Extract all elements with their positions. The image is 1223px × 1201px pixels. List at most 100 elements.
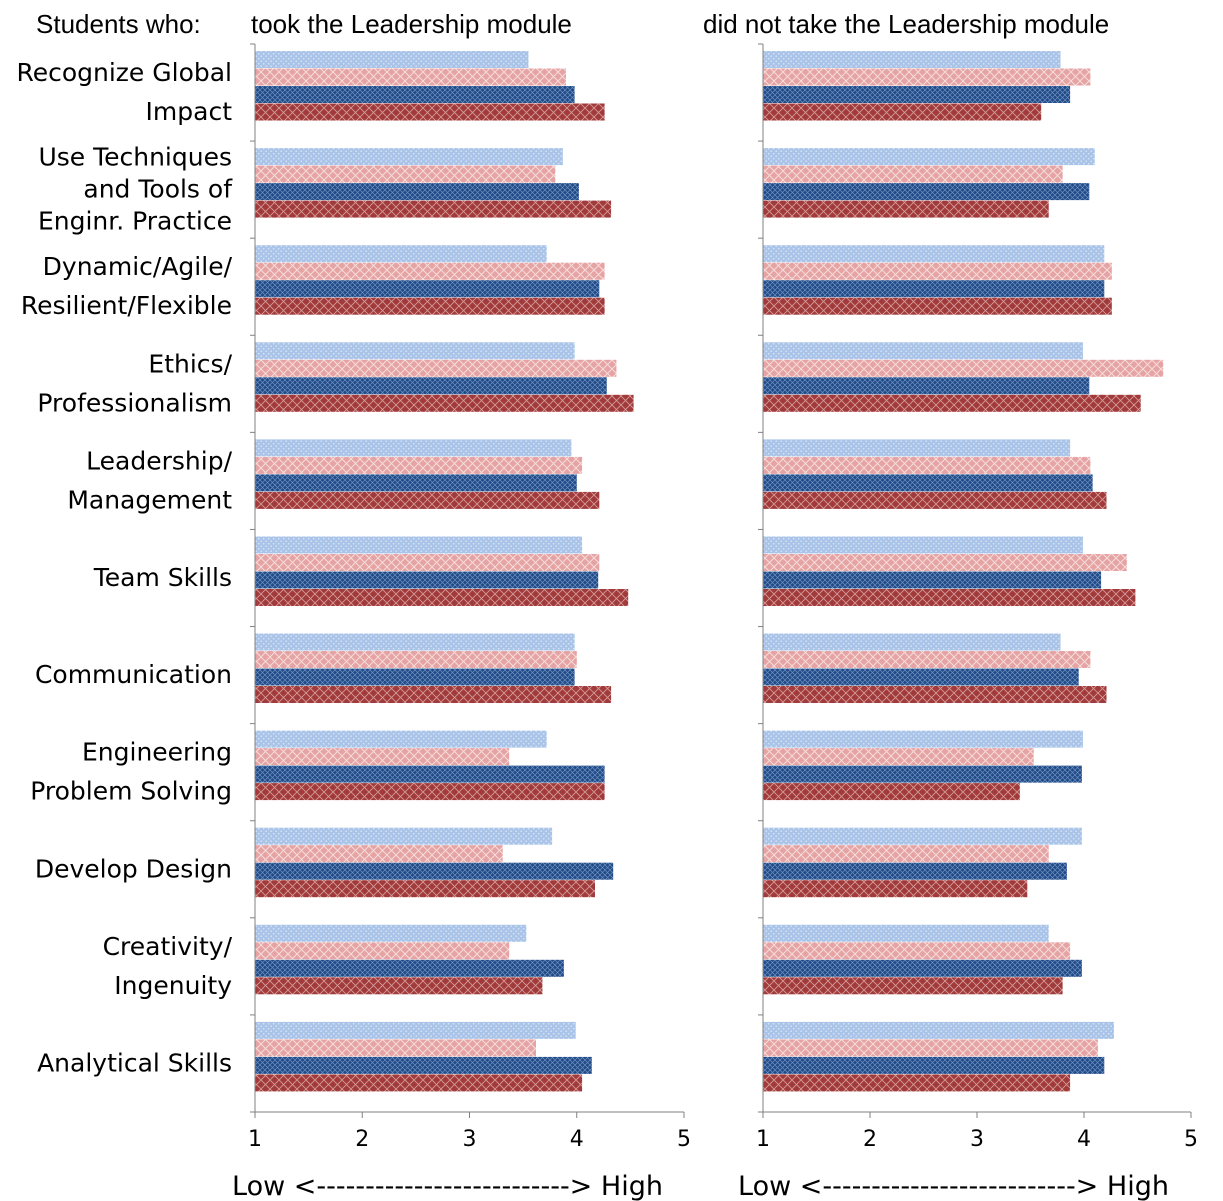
right-light-blue-series-bar [763, 245, 1105, 263]
category-labels: Recognize Global Impact Use Techniques and … [16, 58, 233, 1078]
right-dark-blue-series-bar [763, 1056, 1105, 1074]
left-x-tick-label: 1 [248, 1127, 262, 1152]
right-light-red-series-bar [763, 456, 1091, 474]
right-light-blue-series-bar [763, 536, 1083, 554]
left-dark-red-series-bar [255, 1074, 583, 1092]
right-dark-red-series-bar [763, 394, 1141, 412]
left-dark-red-series-bar [255, 200, 612, 218]
left-light-red-series-bar [255, 359, 617, 377]
right-light-blue-series-bar [763, 148, 1095, 166]
right-x-tick-label: 2 [863, 1127, 877, 1152]
right-light-blue-series-bar [763, 439, 1071, 457]
right-light-red-series-bar [763, 1039, 1098, 1057]
right-dark-red-series-bar [763, 491, 1107, 509]
left-dark-red-series-bar [255, 589, 629, 606]
left-light-red-series-bar [255, 942, 510, 960]
left-dark-blue-series-bar [255, 377, 607, 395]
right-dark-red-series-bar [763, 880, 1028, 898]
students-label: Students who: [36, 9, 201, 39]
right-dark-blue-series-bar [763, 959, 1082, 977]
right-dark-red-series-bar [763, 589, 1136, 606]
right-panel: 1 2 3 4 5 [756, 43, 1198, 1152]
left-light-red-series-bar [255, 456, 583, 474]
right-x-tick-label: 1 [756, 1127, 770, 1152]
left-light-blue-series-bar [255, 924, 527, 942]
left-dark-blue-series-bar [255, 571, 599, 589]
category-label: Management [67, 485, 232, 514]
left-light-red-series-bar [255, 845, 503, 863]
category-label: Communication [35, 660, 232, 689]
category-label: Ingenuity [114, 971, 232, 1000]
right-light-blue-series-bar [763, 1021, 1114, 1039]
left-light-red-series-bar [255, 262, 605, 280]
right-x-tick-label: 3 [970, 1127, 984, 1152]
left-panel: 1 2 3 4 5 [248, 43, 691, 1152]
left-dark-red-series-bar [255, 880, 595, 898]
right-dark-blue-series-bar [763, 668, 1079, 686]
right-panel-title: did not take the Leadership module [703, 9, 1109, 39]
left-dark-red-series-bar [255, 783, 605, 801]
right-light-red-series-bar [763, 845, 1049, 863]
left-light-blue-series-bar [255, 1021, 576, 1039]
left-dark-red-series-bar [255, 686, 612, 703]
right-light-red-series-bar [763, 262, 1112, 280]
right-light-blue-series-bar [763, 827, 1082, 845]
left-dark-blue-series-bar [255, 959, 564, 977]
right-light-red-series-bar [763, 554, 1127, 571]
left-light-red-series-bar [255, 748, 510, 766]
left-x-tick-label: 4 [570, 1127, 584, 1152]
left-dark-blue-series-bar [255, 668, 575, 686]
left-light-blue-series-bar [255, 342, 575, 360]
right-light-red-series-bar [763, 165, 1063, 183]
category-label: Use Techniques [38, 143, 232, 172]
right-light-blue-series-bar [763, 342, 1083, 360]
left-light-blue-series-bar [255, 633, 575, 651]
left-dark-blue-series-bar [255, 86, 575, 103]
right-dark-blue-series-bar [763, 86, 1071, 103]
right-dark-blue-series-bar [763, 474, 1093, 492]
right-light-red-series-bar [763, 748, 1034, 766]
category-label: Professionalism [37, 388, 232, 417]
left-dark-blue-series-bar [255, 765, 605, 783]
right-dark-blue-series-bar [763, 571, 1102, 589]
category-label: Analytical Skills [37, 1049, 232, 1078]
category-label: Develop Design [35, 854, 232, 883]
left-scale-label: Low <--------------------------> High [232, 1171, 663, 1201]
category-label: Ethics/ [148, 349, 232, 378]
left-panel-title: took the Leadership module [251, 9, 572, 39]
right-dark-blue-series-bar [763, 862, 1067, 880]
left-x-tick-label: 2 [355, 1127, 369, 1152]
right-dark-blue-series-bar [763, 280, 1105, 298]
right-dark-red-series-bar [763, 1074, 1071, 1092]
left-light-blue-series-bar [255, 827, 553, 845]
left-light-red-series-bar [255, 651, 577, 668]
right-x-tick-label: 5 [1184, 1127, 1198, 1152]
category-label: Engineering [82, 738, 232, 767]
category-label: Team Skills [93, 563, 232, 592]
right-scale-label: Low <--------------------------> High [738, 1171, 1169, 1201]
category-label: Creativity/ [103, 932, 233, 961]
right-x-tick-label: 4 [1077, 1127, 1091, 1152]
left-light-blue-series-bar [255, 730, 547, 748]
left-dark-red-series-bar [255, 491, 600, 509]
category-label: and Tools of [83, 175, 233, 204]
left-x-tick-label: 3 [463, 1127, 477, 1152]
right-light-blue-series-bar [763, 730, 1083, 748]
right-dark-red-series-bar [763, 297, 1112, 315]
left-dark-blue-series-bar [255, 280, 600, 298]
category-label: Leadership/ [86, 446, 232, 475]
category-label: Dynamic/Agile/ [43, 252, 233, 281]
right-dark-red-series-bar [763, 783, 1020, 801]
right-light-red-series-bar [763, 942, 1071, 960]
left-x-tick-label: 5 [677, 1127, 691, 1152]
left-light-blue-series-bar [255, 51, 529, 68]
left-light-red-series-bar [255, 1039, 536, 1057]
left-light-red-series-bar [255, 165, 556, 183]
category-label: Recognize Global [16, 58, 232, 87]
left-light-red-series-bar [255, 68, 566, 86]
right-light-red-series-bar [763, 359, 1164, 377]
category-label: Impact [146, 97, 233, 126]
right-dark-red-series-bar [763, 200, 1049, 218]
category-label: Resilient/Flexible [21, 291, 232, 320]
